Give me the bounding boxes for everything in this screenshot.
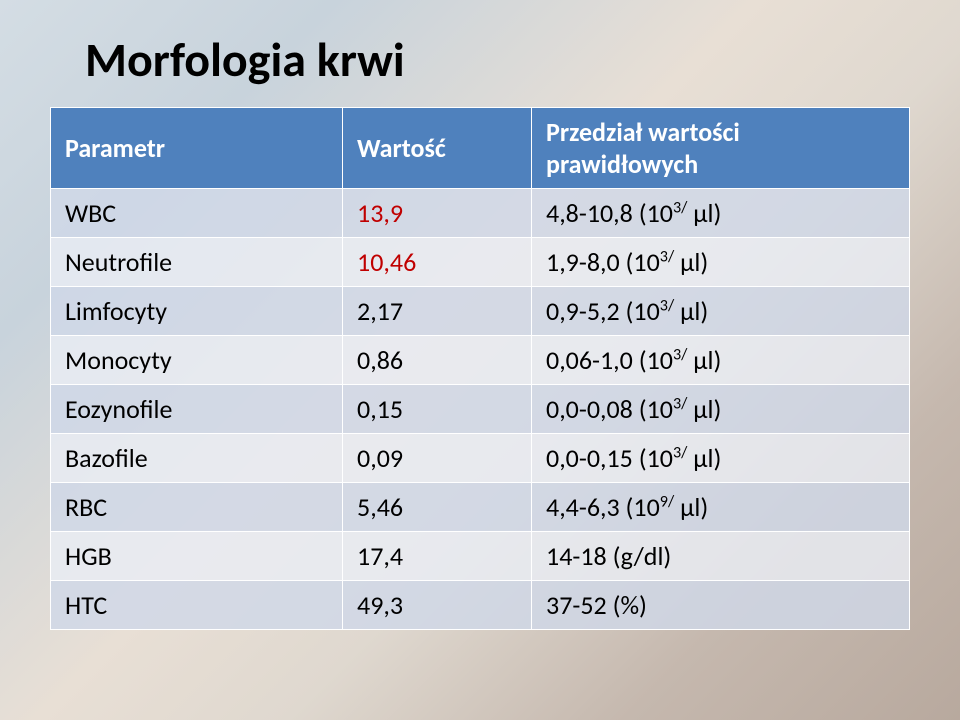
cell-param: HGB [51, 532, 343, 581]
cell-param: Monocyty [51, 336, 343, 385]
table-row: Neutrofile10,461,9-8,0 (103/ µl) [51, 238, 910, 287]
range-unit-base: (10 [626, 295, 660, 327]
range-unit-suffix: µl) [687, 344, 721, 376]
range-unit-base: (10 [626, 246, 660, 278]
cell-value: 17,4 [343, 532, 532, 581]
range-unit-suffix: µl) [687, 197, 721, 229]
table-header-row: Parametr Wartość Przedział wartości praw… [51, 108, 910, 189]
cell-value: 10,46 [343, 238, 532, 287]
range-values: 0,06-1,0 [546, 344, 639, 376]
range-unit-suffix: µl) [674, 246, 708, 278]
range-unit-suffix: (%) [613, 589, 647, 621]
cell-param: Neutrofile [51, 238, 343, 287]
range-unit-suffix: (g/dl) [613, 540, 672, 572]
range-unit-base: (10 [626, 491, 660, 523]
range-values: 0,0-0,08 [546, 393, 639, 425]
range-unit-sup: 3/ [660, 247, 674, 266]
col-header-range: Przedział wartości prawidłowych [532, 108, 910, 189]
table-row: RBC5,464,4-6,3 (109/ µl) [51, 483, 910, 532]
range-values: 1,9-8,0 [546, 246, 626, 278]
range-unit-base: (10 [639, 197, 673, 229]
table-row: HGB17,414-18 (g/dl) [51, 532, 910, 581]
cell-value: 49,3 [343, 581, 532, 630]
range-values: 4,4-6,3 [546, 491, 626, 523]
cell-value: 2,17 [343, 287, 532, 336]
col-header-value: Wartość [343, 108, 532, 189]
table-row: Monocyty0,860,06-1,0 (103/ µl) [51, 336, 910, 385]
table-row: WBC13,94,8-10,8 (103/ µl) [51, 189, 910, 238]
cell-param: RBC [51, 483, 343, 532]
range-values: 14-18 [546, 540, 613, 572]
table-row: HTC49,337-52 (%) [51, 581, 910, 630]
slide-title: Morfologia krwi [50, 30, 910, 89]
cell-range: 4,8-10,8 (103/ µl) [532, 189, 910, 238]
cell-param: WBC [51, 189, 343, 238]
range-unit-base: (10 [639, 442, 673, 474]
range-unit-base: (10 [639, 393, 673, 425]
range-unit-suffix: µl) [687, 442, 721, 474]
cell-param: Eozynofile [51, 385, 343, 434]
cell-range: 0,0-0,08 (103/ µl) [532, 385, 910, 434]
range-unit-sup: 3/ [673, 198, 687, 217]
blood-morphology-table: Parametr Wartość Przedział wartości praw… [50, 107, 910, 630]
cell-value: 5,46 [343, 483, 532, 532]
range-unit-sup: 3/ [673, 394, 687, 413]
table-row: Bazofile0,090,0-0,15 (103/ µl) [51, 434, 910, 483]
table-row: Limfocyty2,170,9-5,2 (103/ µl) [51, 287, 910, 336]
cell-param: Bazofile [51, 434, 343, 483]
cell-range: 14-18 (g/dl) [532, 532, 910, 581]
cell-value: 0,86 [343, 336, 532, 385]
cell-range: 0,06-1,0 (103/ µl) [532, 336, 910, 385]
range-unit-sup: 3/ [673, 345, 687, 364]
cell-value: 0,15 [343, 385, 532, 434]
range-unit-suffix: µl) [687, 393, 721, 425]
cell-param: Limfocyty [51, 287, 343, 336]
cell-value: 0,09 [343, 434, 532, 483]
range-unit-base: (10 [639, 344, 673, 376]
range-values: 4,8-10,8 [546, 197, 639, 229]
range-unit-sup: 9/ [660, 492, 674, 511]
range-values: 0,0-0,15 [546, 442, 639, 474]
cell-range: 0,0-0,15 (103/ µl) [532, 434, 910, 483]
range-values: 0,9-5,2 [546, 295, 626, 327]
range-unit-sup: 3/ [673, 443, 687, 462]
range-unit-suffix: µl) [674, 295, 708, 327]
cell-param: HTC [51, 581, 343, 630]
col-header-param: Parametr [51, 108, 343, 189]
range-unit-suffix: µl) [674, 491, 708, 523]
cell-range: 37-52 (%) [532, 581, 910, 630]
table-row: Eozynofile0,150,0-0,08 (103/ µl) [51, 385, 910, 434]
range-unit-sup: 3/ [660, 296, 674, 315]
cell-range: 4,4-6,3 (109/ µl) [532, 483, 910, 532]
cell-range: 0,9-5,2 (103/ µl) [532, 287, 910, 336]
range-values: 37-52 [546, 589, 613, 621]
cell-range: 1,9-8,0 (103/ µl) [532, 238, 910, 287]
cell-value: 13,9 [343, 189, 532, 238]
